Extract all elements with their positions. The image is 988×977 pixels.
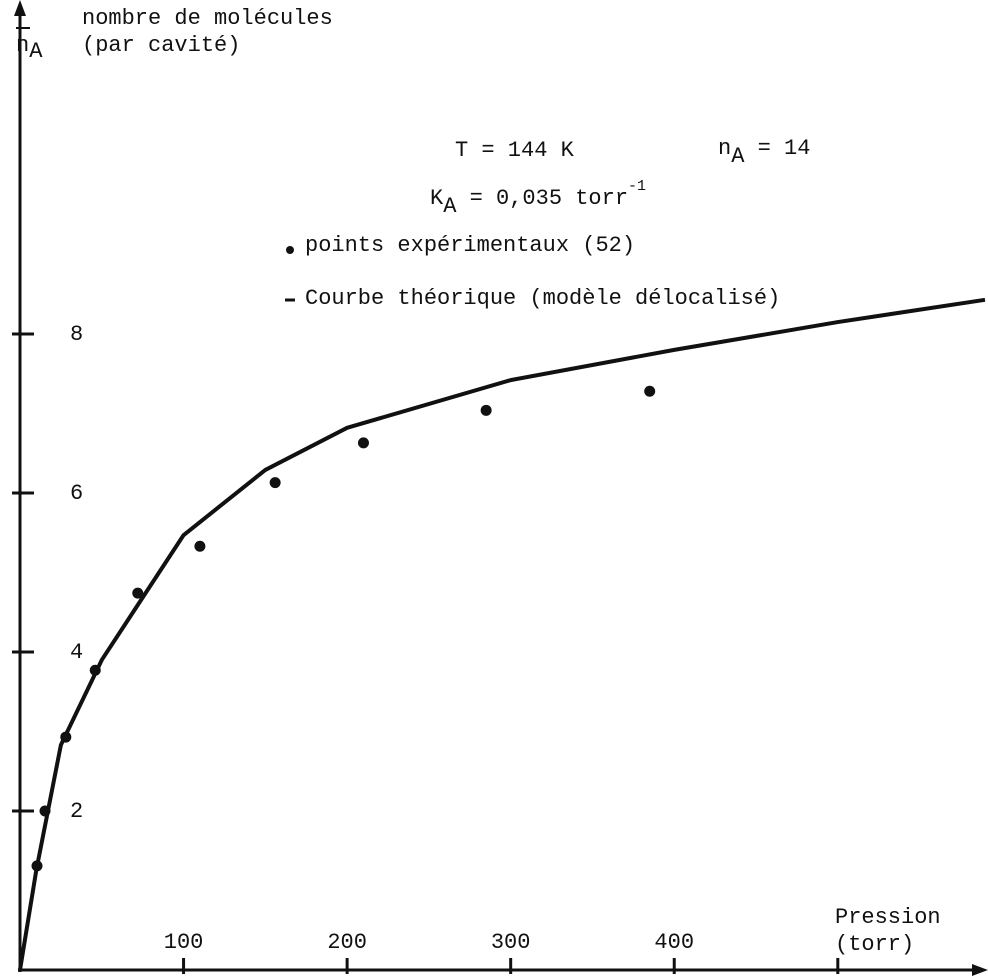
y-tick-label: 2 (70, 799, 83, 824)
annotation: nA = 14 (718, 136, 810, 169)
y-label: nombre de molécules (82, 6, 333, 31)
data-point (644, 385, 656, 397)
data-point (194, 540, 206, 552)
data-point (269, 477, 281, 489)
legend-label: points expérimentaux (52) (305, 233, 635, 258)
y-symbol: nA (16, 33, 43, 64)
y-tick-label: 8 (70, 322, 83, 347)
legend-marker (286, 246, 294, 254)
data-point (357, 437, 369, 449)
x-label: (torr) (835, 932, 914, 957)
x-tick-label: 400 (654, 930, 694, 955)
data-point (480, 404, 492, 416)
x-tick-label: 300 (491, 930, 531, 955)
x-label: Pression (835, 905, 941, 930)
theory-curve (18, 297, 986, 971)
legend-label: Courbe théorique (modèle délocalisé) (305, 286, 780, 311)
x-tick-label: 100 (164, 930, 204, 955)
y-label: (par cavité) (82, 33, 240, 58)
y-arrow (14, 0, 26, 16)
data-point (132, 587, 144, 599)
annotation: T = 144 K (455, 138, 575, 163)
x-tick-label: 200 (327, 930, 367, 955)
y-tick-label: 6 (70, 481, 83, 506)
y-tick-label: 4 (70, 640, 83, 665)
x-arrow (972, 964, 988, 976)
annotation: KA = 0,035 torr-1 (430, 178, 646, 219)
